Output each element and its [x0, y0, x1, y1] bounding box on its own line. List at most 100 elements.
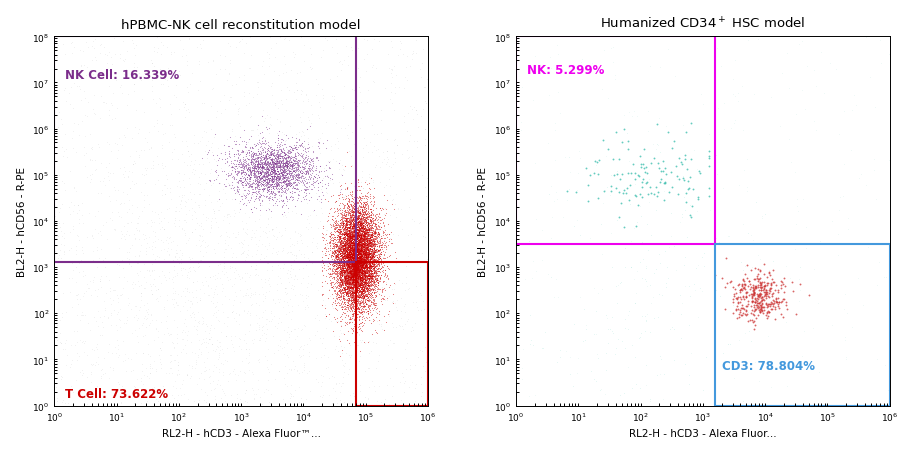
Point [201, 259, 216, 266]
Point [156, 402, 170, 409]
Point [336, 282, 350, 289]
Point [350, 256, 365, 263]
Point [348, 235, 362, 242]
Point [260, 150, 274, 157]
Point [356, 259, 371, 266]
Point [354, 266, 369, 273]
Point [617, 389, 631, 397]
Point [298, 294, 313, 302]
Point [282, 37, 296, 45]
Point [276, 213, 291, 221]
Point [288, 81, 303, 88]
Point [251, 161, 265, 168]
Point [305, 170, 319, 177]
Point [264, 151, 278, 158]
Point [357, 230, 371, 238]
Point [381, 221, 395, 228]
Point [267, 323, 282, 330]
Point [355, 243, 370, 250]
Point [355, 241, 370, 248]
Point [340, 275, 355, 282]
Point [745, 264, 759, 271]
Point [341, 257, 356, 264]
Point [333, 234, 348, 242]
Point [284, 346, 298, 353]
Point [347, 272, 361, 279]
Point [211, 344, 226, 351]
Point [691, 262, 705, 269]
Point [82, 131, 97, 138]
Point [360, 315, 374, 322]
Point [344, 217, 359, 224]
Point [300, 168, 315, 176]
Point [242, 163, 256, 171]
Point [231, 177, 246, 184]
Point [351, 223, 366, 231]
Point [368, 273, 382, 280]
Point [350, 253, 365, 261]
Point [340, 260, 355, 268]
Point [228, 333, 242, 340]
Point [253, 179, 267, 186]
Point [339, 268, 353, 276]
Point [344, 263, 359, 270]
Point [352, 250, 367, 258]
Point [240, 402, 254, 409]
Point [366, 277, 381, 284]
Point [332, 239, 347, 247]
Point [265, 263, 280, 270]
Point [288, 203, 303, 211]
Point [370, 211, 384, 218]
Point [261, 145, 275, 152]
Point [348, 287, 362, 294]
Point [357, 241, 371, 248]
Point [289, 159, 304, 167]
Point [359, 252, 373, 259]
Point [334, 330, 349, 337]
Point [249, 227, 264, 234]
Point [356, 261, 371, 268]
Point [328, 243, 343, 250]
Point [349, 263, 363, 271]
Point [410, 111, 425, 118]
Point [359, 245, 373, 252]
Point [266, 169, 281, 176]
Point [355, 316, 370, 323]
Point [350, 272, 365, 279]
Point [344, 254, 359, 261]
Point [352, 263, 367, 271]
Point [267, 172, 282, 180]
Point [408, 37, 423, 45]
Point [332, 280, 347, 287]
Point [340, 239, 355, 246]
Point [356, 258, 371, 266]
Point [110, 309, 124, 316]
Point [364, 217, 379, 225]
Point [352, 268, 367, 275]
Point [363, 248, 378, 255]
Point [255, 176, 270, 183]
Point [541, 140, 555, 147]
Point [269, 163, 284, 171]
Point [356, 293, 371, 300]
Point [343, 255, 358, 263]
Point [356, 36, 371, 43]
Point [350, 258, 365, 266]
Point [270, 142, 285, 149]
Point [339, 275, 353, 283]
Point [370, 225, 384, 233]
Point [350, 283, 365, 290]
Point [248, 185, 263, 192]
Point [250, 154, 264, 161]
Point [333, 246, 348, 253]
Point [351, 215, 366, 222]
Point [285, 162, 299, 169]
Point [367, 259, 382, 266]
Point [350, 251, 365, 258]
Point [47, 314, 61, 322]
Point [336, 246, 350, 253]
Point [264, 168, 278, 175]
Point [344, 307, 359, 314]
Point [355, 262, 370, 269]
Point [346, 278, 361, 286]
